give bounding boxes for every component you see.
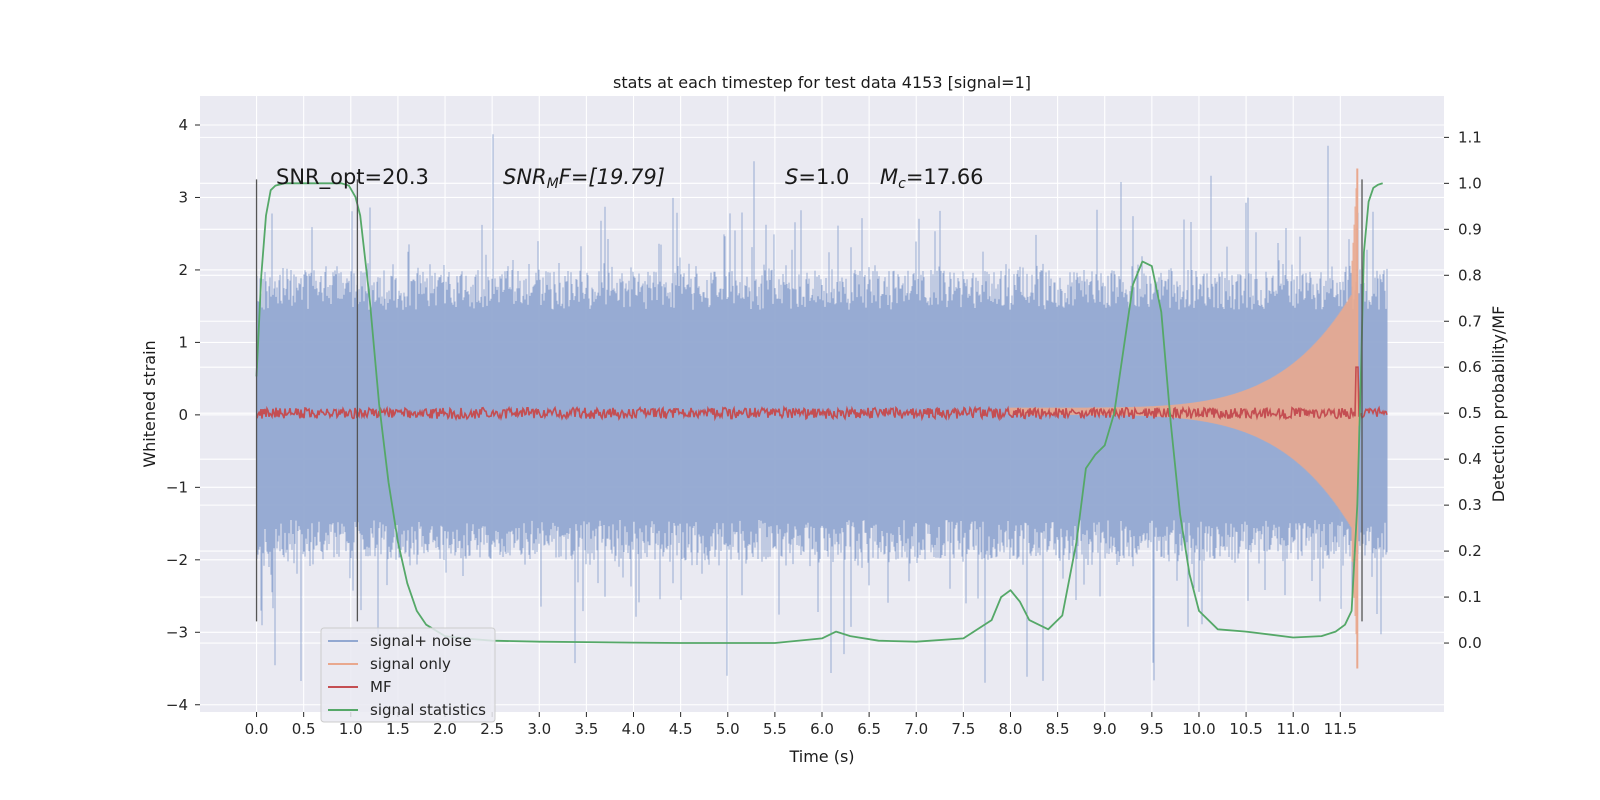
annotation-mc-value: =17.66 xyxy=(906,165,984,189)
x-tick-label: 7.5 xyxy=(951,720,975,738)
legend: signal+ noise signal only MF signal stat… xyxy=(320,627,496,723)
x-tick-label: 4.0 xyxy=(622,720,646,738)
y-tick-label: −4 xyxy=(166,696,188,714)
x-tick-label: 1.5 xyxy=(386,720,410,738)
annotation-snr-mf-main: SNR xyxy=(503,165,547,189)
x-tick-label: 3.5 xyxy=(574,720,598,738)
y-ticks-right: 1.1 1.0 0.9 0.8 0.7 0.6 0.5 0.4 0.3 0.2 0.1 0.0 xyxy=(1444,128,1482,652)
mf-series xyxy=(256,366,1388,422)
y-tick-label: 1 xyxy=(178,333,188,351)
annotation-mc-label: M xyxy=(880,165,898,189)
annotation-s-label: S xyxy=(785,165,798,189)
x-tick-label: 5.5 xyxy=(763,720,787,738)
y-right-tick-label: 0.8 xyxy=(1458,266,1482,284)
y-ticks-left: 4 3 2 1 0 −1 −2 −3 −4 xyxy=(166,116,200,714)
y-tick-label: 0 xyxy=(178,406,188,424)
x-tick-label: 0.5 xyxy=(292,720,316,738)
annotation-snr-mf-rest: F=[19.79] xyxy=(559,165,665,189)
x-tick-label: 6.0 xyxy=(810,720,834,738)
x-axis-label: Time (s) xyxy=(788,747,854,766)
legend-label-mf: MF xyxy=(370,678,392,696)
y-right-tick-label: 0.5 xyxy=(1458,404,1482,422)
x-tick-label: 10.0 xyxy=(1182,720,1215,738)
legend-label-signal-only: signal only xyxy=(370,655,451,673)
y-right-tick-label: 1.1 xyxy=(1458,128,1482,146)
annotation-mc-sub: c xyxy=(898,176,906,192)
annotation-snr-mf-sub: M xyxy=(547,176,559,192)
y-axis-right-label: Detection probability/MF xyxy=(1489,306,1508,503)
y-right-tick-label: 0.1 xyxy=(1458,588,1482,606)
legend-label-signal-statistics: signal statistics xyxy=(370,701,486,719)
annotation-s-value: =1.0 xyxy=(798,165,849,189)
annotation-s: S=1.0 xyxy=(785,165,849,189)
annotation-snr-mf: SNRMF=[19.79] xyxy=(503,165,665,192)
x-tick-label: 10.5 xyxy=(1229,720,1262,738)
x-tick-label: 3.0 xyxy=(527,720,551,738)
x-ticks: 0.0 0.5 1.0 1.5 2.0 2.5 3.0 3.5 4.0 4.5 5.0 5.5 6.0 6… xyxy=(245,712,1357,738)
y-right-tick-label: 0.9 xyxy=(1458,220,1482,238)
y-tick-label: −3 xyxy=(166,623,188,641)
annotation-mc: Mc=17.66 xyxy=(880,165,984,192)
x-tick-label: 8.0 xyxy=(999,720,1023,738)
signal-statistics-series xyxy=(255,182,1383,644)
x-tick-label: 7.0 xyxy=(904,720,928,738)
legend-box xyxy=(320,627,496,723)
y-tick-label: 3 xyxy=(178,188,188,206)
data-layer xyxy=(255,134,1388,683)
x-tick-label: 2.0 xyxy=(433,720,457,738)
y-tick-label: 4 xyxy=(178,116,188,134)
x-tick-label: 2.5 xyxy=(480,720,504,738)
y-right-tick-label: 0.2 xyxy=(1458,542,1482,560)
x-tick-label: 11.5 xyxy=(1324,720,1357,738)
y-tick-label: −1 xyxy=(166,478,188,496)
y-tick-label: −2 xyxy=(166,551,188,569)
chart-title: stats at each timestep for test data 415… xyxy=(613,73,1031,92)
legend-label-signal-noise: signal+ noise xyxy=(370,632,472,650)
x-tick-label: 6.5 xyxy=(857,720,881,738)
y-right-tick-label: 0.7 xyxy=(1458,312,1482,330)
y-tick-label: 2 xyxy=(178,261,188,279)
annotations: SNR_opt=20.3 SNRMF=[19.79] S=1.0 Mc=17.6… xyxy=(276,165,984,192)
y-right-tick-label: 1.0 xyxy=(1458,174,1482,192)
x-tick-label: 1.0 xyxy=(339,720,363,738)
y-right-tick-label: 0.6 xyxy=(1458,358,1482,376)
x-tick-label: 9.5 xyxy=(1140,720,1164,738)
y-right-tick-label: 0.0 xyxy=(1458,634,1482,652)
y-right-tick-label: 0.4 xyxy=(1458,450,1482,468)
y-axis-label: Whitened strain xyxy=(140,340,159,467)
x-tick-label: 9.0 xyxy=(1093,720,1117,738)
x-tick-label: 8.5 xyxy=(1046,720,1070,738)
x-tick-label: 4.5 xyxy=(669,720,693,738)
x-tick-label: 5.0 xyxy=(716,720,740,738)
marker-lines xyxy=(255,179,1363,622)
annotation-snr-opt: SNR_opt=20.3 xyxy=(276,165,429,190)
x-tick-label: 0.0 xyxy=(245,720,269,738)
x-tick-label: 11.0 xyxy=(1277,720,1310,738)
y-right-tick-label: 0.3 xyxy=(1458,496,1482,514)
